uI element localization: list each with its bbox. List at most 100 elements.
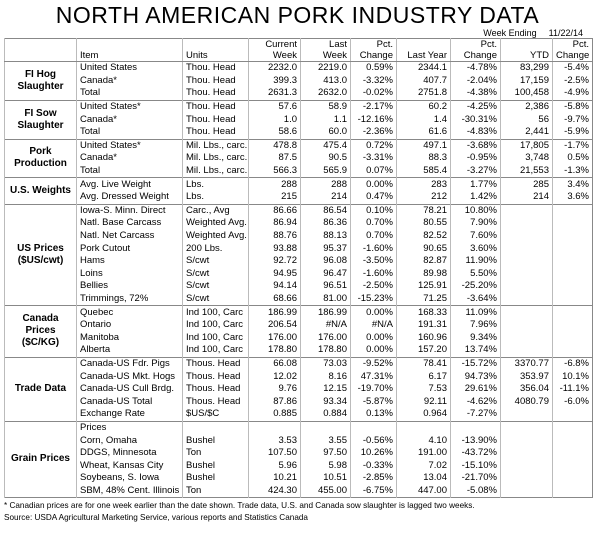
cell: -4.9%	[552, 87, 593, 101]
cell: Exchange Rate	[76, 408, 183, 422]
header-cell: Pct. Change	[350, 38, 397, 62]
cell: Thou. Head	[182, 87, 249, 101]
cell: 4.10	[396, 434, 451, 447]
section-label: Canada Prices ($C/KG)	[4, 305, 77, 358]
cell: Loins	[76, 267, 183, 281]
cell: 96.51	[300, 280, 351, 293]
cell: 96.08	[300, 254, 351, 268]
row: Canada* Mil. Lbs., carc. 87.5 90.5 -3.31% 88.…	[5, 152, 593, 165]
cell: -4.25%	[450, 100, 501, 114]
empty-cell	[552, 280, 593, 293]
cell: 56	[500, 113, 553, 126]
header-cell: Pct. Change	[450, 38, 501, 62]
cell: S/cwt	[182, 280, 249, 293]
cell: Canada*	[76, 74, 183, 88]
empty-cell	[552, 344, 593, 358]
cell: 90.65	[396, 242, 451, 255]
cell: S/cwt	[182, 292, 249, 306]
cell: 0.884	[300, 408, 351, 422]
cell: 176.00	[248, 331, 301, 345]
cell: 95.37	[300, 242, 351, 255]
cell: 100,458	[500, 87, 553, 101]
row: DDGS, Minnesota Ton 107.50 97.50 10.26% 191.0…	[5, 446, 593, 460]
cell: 90.5	[300, 152, 351, 165]
cell: 17,159	[500, 74, 553, 88]
cell: Thou. Head	[182, 125, 249, 140]
row: FI Sow Slaughter United States* Thou. Head…	[4, 100, 593, 140]
row: Pork Cutout 200 Lbs. 93.88 95.37 -1.60% 90.65…	[5, 242, 593, 255]
cell: -43.72%	[450, 446, 501, 460]
cell: 157.20	[396, 344, 451, 358]
empty-cell	[500, 280, 553, 293]
section-label: Pork Production	[4, 139, 77, 178]
cell: SBM, 48% Cent. Illinois	[76, 484, 183, 498]
cell: 94.73%	[450, 370, 501, 383]
cell: 413.0	[300, 74, 351, 88]
section: Grain Prices Prices Corn, Omaha Bushel 3.53 3…	[4, 421, 593, 498]
cell: DDGS, Minnesota	[76, 446, 183, 460]
cell: 565.9	[300, 164, 351, 178]
cell: -6.8%	[552, 357, 593, 371]
cell: 92.72	[248, 254, 301, 268]
empty-cell	[500, 229, 553, 243]
cell: 1.1	[300, 113, 351, 126]
empty-cell	[552, 292, 593, 306]
title: NORTH AMERICAN PORK INDUSTRY DATA	[55, 2, 540, 28]
cell: 86.66	[248, 204, 301, 218]
cell: 10.51	[300, 472, 351, 485]
cell: 356.04	[500, 382, 553, 396]
cell: 13.74%	[450, 344, 501, 358]
cell: 285	[500, 177, 553, 191]
cell: -0.56%	[350, 434, 397, 447]
cell: $US/$C	[182, 408, 249, 422]
cell: -5.87%	[350, 395, 397, 409]
cell: 1.77%	[450, 177, 501, 191]
cell: Bushel	[182, 434, 249, 447]
cell: -2.50%	[350, 280, 397, 293]
empty-cell	[552, 305, 593, 319]
cell: Quebec	[76, 305, 183, 319]
cell: 8.16	[300, 370, 351, 383]
row: Total Mil. Lbs., carc. 566.3 565.9 0.07% 585.…	[5, 164, 593, 178]
cell: 0.70%	[350, 217, 397, 230]
cell: 87.86	[248, 395, 301, 409]
cell: Canada-US Total	[76, 395, 183, 409]
cell: 215	[248, 190, 301, 205]
empty-cell	[500, 242, 553, 255]
cell: 13.04	[396, 472, 451, 485]
cell: 88.13	[300, 229, 351, 243]
row: US Prices ($US/cwt) Iowa-S. Minn. Direct C…	[4, 204, 593, 306]
empty-cell	[552, 318, 593, 332]
cell: 447.00	[396, 484, 451, 498]
empty-cell	[500, 204, 553, 218]
week-ending: Week Ending 11/22/14	[0, 28, 595, 38]
cell: 107.50	[248, 446, 301, 460]
empty-cell	[500, 217, 553, 230]
cell: 200 Lbs.	[182, 242, 249, 255]
cell: 81.00	[300, 292, 351, 306]
cell: 10.80%	[450, 204, 501, 218]
header-cell: Item	[76, 38, 183, 62]
cell: 10.1%	[552, 370, 593, 383]
cell: 2232.0	[248, 61, 301, 75]
cell: United States	[76, 61, 183, 75]
cell: 2344.1	[396, 61, 451, 75]
cell: Thou. Head	[182, 100, 249, 114]
cell: 283	[396, 177, 451, 191]
cell: -3.68%	[450, 139, 501, 153]
cell: Canada*	[76, 113, 183, 126]
cell: 5.98	[300, 459, 351, 472]
cell: 186.99	[300, 305, 351, 319]
cell: 17,805	[500, 139, 553, 153]
cell: 0.885	[248, 408, 301, 422]
header-cell: YTD	[500, 38, 553, 62]
row: Natl. Net Carcass Weighted Avg. 88.76 88.13…	[5, 229, 593, 243]
cell: -9.7%	[552, 113, 593, 126]
cell: Ind 100, Carc	[182, 331, 249, 345]
section-label: FI Hog Slaughter	[4, 61, 77, 101]
row: Wheat, Kansas City Bushel 5.96 5.98 -0.33% 7.…	[5, 459, 593, 472]
row: Canada-US Cull Brdg. Thous. Head 9.76 12.15…	[5, 382, 593, 396]
row: U.S. Weights Avg. Live Weight Lbs. 288 288 0.…	[4, 177, 593, 205]
cell: Thou. Head	[182, 113, 249, 126]
